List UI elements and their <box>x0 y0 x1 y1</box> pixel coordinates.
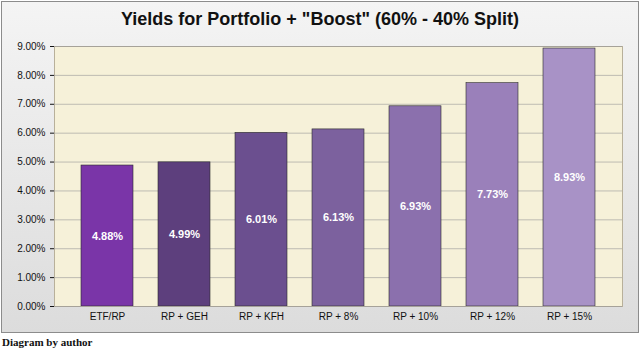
svg-text:RP + 15%: RP + 15% <box>547 311 592 322</box>
svg-text:8.93%: 8.93% <box>554 171 585 183</box>
svg-text:4.00%: 4.00% <box>17 185 45 196</box>
svg-text:8.00%: 8.00% <box>17 70 45 81</box>
svg-text:3.00%: 3.00% <box>17 214 45 225</box>
svg-text:9.00%: 9.00% <box>17 41 45 52</box>
html-text:Diagram by author: Diagram by author <box>2 336 93 348</box>
svg-text:7.73%: 7.73% <box>477 188 508 200</box>
svg-text:RP + 10%: RP + 10% <box>393 311 438 322</box>
svg-text:6.93%: 6.93% <box>400 200 431 212</box>
svg-text:6.01%: 6.01% <box>246 213 277 225</box>
svg-text:7.00%: 7.00% <box>17 98 45 109</box>
svg-text:RP + KFH: RP + KFH <box>239 311 284 322</box>
html-text:Yields for Portfolio + "Boost": Yields for Portfolio + "Boost" (60% - 40… <box>121 9 519 29</box>
svg-text:RP + 12%: RP + 12% <box>470 311 515 322</box>
svg-text:5.00%: 5.00% <box>17 156 45 167</box>
svg-text:6.13%: 6.13% <box>323 211 354 223</box>
svg-text:6.00%: 6.00% <box>17 127 45 138</box>
svg-text:RP + GEH: RP + GEH <box>161 311 208 322</box>
svg-text:1.00%: 1.00% <box>17 272 45 283</box>
svg-text:RP + 8%: RP + 8% <box>319 311 359 322</box>
svg-text:4.88%: 4.88% <box>92 230 123 242</box>
svg-text:4.99%: 4.99% <box>169 228 200 240</box>
svg-text:ETF/RP: ETF/RP <box>90 311 126 322</box>
svg-text:2.00%: 2.00% <box>17 243 45 254</box>
svg-text:0.00%: 0.00% <box>17 301 45 312</box>
